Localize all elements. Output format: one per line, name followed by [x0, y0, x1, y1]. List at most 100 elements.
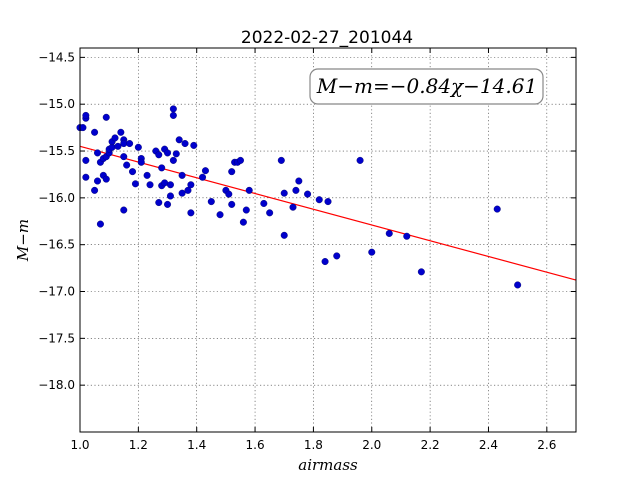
chart-title: 2022-02-27_201044: [241, 28, 413, 48]
data-point: [91, 128, 99, 136]
data-point: [175, 136, 183, 144]
fit-equation-box: M−m=−0.84χ−14.61: [309, 68, 544, 105]
data-point: [111, 134, 119, 142]
data-point: [356, 156, 364, 164]
data-point: [82, 111, 90, 119]
x-tick-label: 1.4: [187, 438, 206, 452]
data-point: [190, 141, 198, 149]
x-tick-label: 2.2: [421, 438, 440, 452]
x-tick-label: 1.2: [129, 438, 148, 452]
data-point: [134, 143, 142, 151]
fit-equation-frame: [309, 68, 544, 105]
data-point: [242, 206, 250, 214]
data-points: [76, 105, 522, 289]
data-point: [117, 128, 125, 136]
data-point: [295, 177, 303, 185]
x-tick-label: 1.0: [70, 438, 89, 452]
fit-equation: M−m=−0.84χ−14.61: [316, 74, 537, 98]
x-axis-label: airmass: [298, 456, 358, 474]
y-tick-label: −18.0: [38, 378, 75, 392]
data-point: [161, 179, 169, 187]
data-point: [199, 173, 207, 181]
data-point: [169, 111, 177, 119]
data-point: [143, 171, 151, 179]
data-point: [239, 218, 247, 226]
x-tick-label: 2.0: [362, 438, 381, 452]
y-tick-label: −14.5: [38, 50, 75, 64]
data-point: [260, 199, 268, 207]
data-point: [102, 113, 110, 121]
data-point: [178, 189, 186, 197]
y-tick-label: −15.5: [38, 144, 75, 158]
data-point: [333, 252, 341, 260]
x-tick-label: 1.6: [246, 438, 265, 452]
x-tick-label: 2.4: [479, 438, 498, 452]
data-point: [94, 177, 102, 185]
data-point: [236, 156, 244, 164]
data-point: [277, 156, 285, 164]
y-tick-label: −15.0: [38, 97, 75, 111]
y-tick-label: −17.5: [38, 331, 75, 345]
data-point: [228, 168, 236, 176]
y-tick-label: −16.0: [38, 191, 75, 205]
data-point: [368, 248, 376, 256]
x-tick-label: 2.6: [537, 438, 556, 452]
data-point: [155, 151, 163, 159]
data-point: [129, 168, 137, 176]
data-point: [82, 173, 90, 181]
data-point: [91, 186, 99, 194]
data-point: [126, 140, 134, 148]
data-point: [187, 209, 195, 217]
data-point: [266, 209, 274, 217]
y-axis-label: M−m: [14, 219, 32, 262]
data-point: [94, 149, 102, 157]
data-point: [82, 156, 90, 164]
data-point: [131, 180, 139, 188]
data-point: [324, 198, 332, 206]
data-point: [417, 268, 425, 276]
data-point: [228, 200, 236, 208]
data-point: [172, 150, 180, 158]
y-tick-label: −16.5: [38, 238, 75, 252]
data-point: [120, 153, 128, 161]
data-point: [289, 203, 297, 211]
data-point: [514, 281, 522, 289]
data-point: [155, 199, 163, 207]
data-point: [181, 140, 189, 148]
data-point: [96, 220, 104, 228]
data-point: [158, 164, 166, 172]
data-point: [201, 167, 209, 175]
data-point: [166, 181, 174, 189]
data-point: [146, 181, 154, 189]
data-point: [120, 140, 128, 148]
data-point: [114, 142, 122, 150]
data-point: [169, 156, 177, 164]
data-point: [280, 189, 288, 197]
data-point: [280, 231, 288, 239]
data-point: [164, 200, 172, 208]
data-point: [79, 124, 87, 132]
data-point: [178, 171, 186, 179]
data-point: [169, 105, 177, 113]
data-point: [385, 229, 393, 237]
data-point: [403, 232, 411, 240]
data-point: [137, 158, 145, 166]
data-point: [225, 190, 233, 198]
data-point: [164, 149, 172, 157]
data-point: [315, 196, 323, 204]
data-point: [120, 206, 128, 214]
y-tick-label: −17.0: [38, 285, 75, 299]
data-point: [102, 175, 110, 183]
data-point: [493, 205, 501, 213]
axis-ticks: 1.0 1.2 1.4 1.6 1.8 2.0 2.2 2.4 2.6 −14.5 −15.0 −15…: [38, 48, 576, 452]
data-point: [321, 258, 329, 266]
data-point: [123, 161, 131, 169]
data-point: [245, 186, 253, 194]
data-point: [184, 186, 192, 194]
data-point: [216, 211, 224, 219]
data-point: [187, 181, 195, 189]
grid-layer: [79, 48, 576, 432]
data-point: [292, 186, 300, 194]
data-point: [304, 190, 312, 198]
